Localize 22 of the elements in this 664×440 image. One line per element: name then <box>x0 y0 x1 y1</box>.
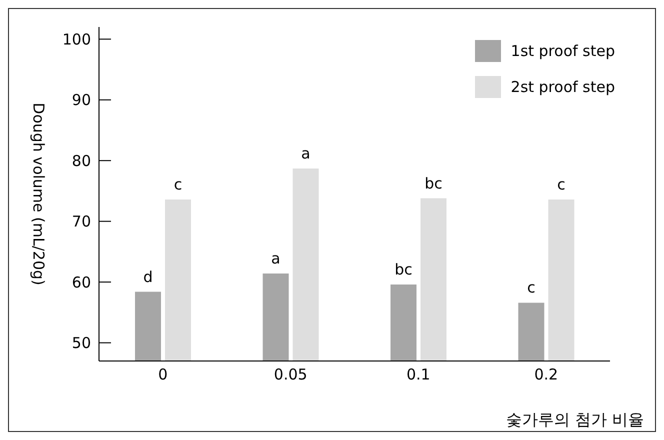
legend-label: 2st proof step <box>510 77 615 98</box>
y-tick-label: 80 <box>72 152 91 170</box>
y-tick-label: 50 <box>72 334 91 352</box>
data-label: bc <box>424 174 442 192</box>
x-tick-label: 0.2 <box>534 366 558 384</box>
x-tick-label: 0.1 <box>406 366 430 384</box>
y-tick-label: 100 <box>62 30 91 48</box>
data-label: c <box>174 175 182 194</box>
y-tick-label: 90 <box>72 91 91 110</box>
x-axis-title: 숯가루의 첨가 비율 <box>506 410 644 429</box>
y-tick-label: 70 <box>72 212 91 231</box>
legend-label: 1st proof step <box>510 41 615 62</box>
data-label: c <box>527 278 536 297</box>
data-label: bc <box>394 260 412 278</box>
data-label: c <box>557 175 566 194</box>
x-tick-label: 0.05 <box>274 366 308 384</box>
y-axis-title: Dough volume (mL/20g) <box>30 102 48 286</box>
y-tick-label: 60 <box>72 273 91 292</box>
data-label: a <box>271 250 280 268</box>
data-label: a <box>301 144 310 162</box>
data-label: d <box>143 268 153 286</box>
x-tick-label: 0 <box>158 366 168 384</box>
